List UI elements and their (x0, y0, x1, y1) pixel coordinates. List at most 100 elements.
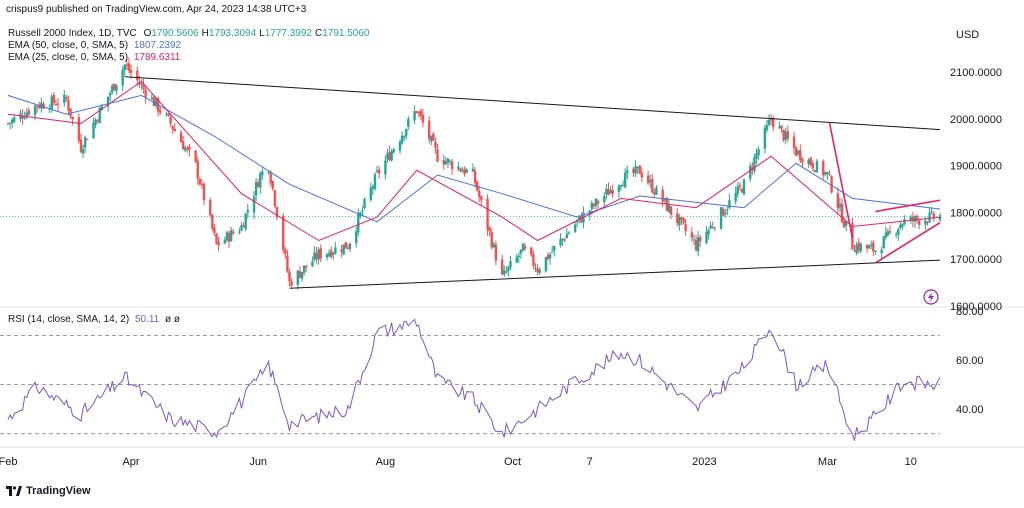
currency-label: USD (956, 29, 979, 41)
candle (325, 253, 329, 261)
candle (784, 127, 787, 145)
candle-body (550, 251, 554, 253)
candle (915, 214, 919, 224)
candle (882, 235, 885, 249)
candle (373, 172, 377, 191)
candle-body (901, 223, 904, 227)
candle (842, 216, 846, 229)
candle-body (859, 243, 862, 252)
candle-body (507, 266, 510, 272)
candle-body (842, 220, 846, 228)
candle-body (405, 128, 408, 136)
candle (213, 223, 216, 237)
candle-body (753, 156, 756, 172)
candle-body (427, 120, 431, 139)
price-tick-label: 1900.0000 (950, 161, 1002, 173)
price-tick-label: 1800.0000 (950, 207, 1002, 219)
candle (298, 266, 302, 279)
candle (550, 245, 554, 253)
candle-body (897, 229, 900, 236)
candle (63, 89, 66, 107)
candle-body (169, 116, 172, 124)
candle (159, 105, 162, 116)
rsi-tick-label: 80.00 (956, 306, 984, 318)
candle (626, 165, 629, 180)
ohlc-l: L1777.3992 (259, 28, 312, 39)
candle-body (25, 112, 28, 118)
candle (930, 208, 933, 215)
candle (690, 227, 694, 243)
candle (217, 236, 220, 252)
candle (707, 228, 710, 240)
candle (721, 206, 725, 217)
candle (767, 114, 771, 127)
candle-body (646, 175, 650, 184)
candle-body (623, 172, 627, 188)
candle-body (269, 173, 272, 184)
candle (398, 139, 402, 154)
rsi-tick-label: 60.00 (956, 355, 984, 367)
symbol-legend: Russell 2000 Index, 1D, TVC O1790.5606 H1… (8, 28, 370, 39)
candle-body (867, 245, 871, 249)
candle (534, 263, 537, 273)
candle (561, 238, 564, 247)
footer-brand[interactable]: TradingView (6, 485, 91, 497)
candle (402, 135, 406, 142)
rsi-value: 50.11 (134, 314, 160, 325)
candle-body (173, 128, 177, 132)
candle-body (880, 249, 883, 254)
candle (676, 207, 679, 227)
candle (471, 163, 475, 173)
candle-body (909, 216, 913, 222)
candle (108, 90, 112, 102)
candle-body (229, 230, 233, 242)
candle-body (515, 256, 518, 263)
candle (753, 153, 756, 174)
candle-body (240, 225, 243, 231)
candle-body (282, 216, 285, 250)
candle (884, 226, 887, 240)
candle-body (54, 104, 58, 106)
candle (384, 155, 387, 180)
candle (463, 166, 466, 177)
candle-body (56, 103, 60, 105)
candle-body (580, 216, 583, 223)
candle (546, 252, 550, 261)
candle-body (503, 270, 506, 275)
candle-body (71, 116, 74, 120)
candle-body (769, 119, 773, 121)
candle-body (621, 185, 625, 187)
candle-body (334, 247, 337, 254)
candle-body (826, 172, 829, 174)
candle (246, 203, 249, 219)
candle-body (546, 254, 550, 260)
candle (209, 197, 212, 218)
time-tick-label: Aug (376, 456, 396, 468)
candle-body (419, 110, 423, 117)
candle (169, 114, 172, 128)
candle-body (33, 105, 37, 116)
candle-body (619, 185, 623, 188)
candle (150, 92, 154, 101)
candle (611, 184, 614, 199)
candle (315, 247, 318, 264)
candle-body (567, 232, 571, 234)
candle (129, 64, 133, 79)
candle (152, 95, 156, 107)
candle-body (311, 261, 314, 267)
candle (196, 156, 199, 185)
candle-body (888, 231, 892, 233)
candle (619, 184, 623, 191)
candle-body (634, 165, 637, 174)
candle-body (869, 244, 873, 246)
candle (267, 171, 270, 175)
candle (8, 122, 12, 130)
candle (457, 161, 460, 172)
candle (344, 242, 347, 249)
axes-layer: USD 2100.0000 2000.0000 1900.0000 1800.0000 1… (0, 29, 1002, 468)
candle (35, 105, 39, 113)
candle-body (807, 159, 810, 165)
candle (521, 242, 525, 252)
rsi-tick-label: 40.00 (956, 404, 984, 416)
